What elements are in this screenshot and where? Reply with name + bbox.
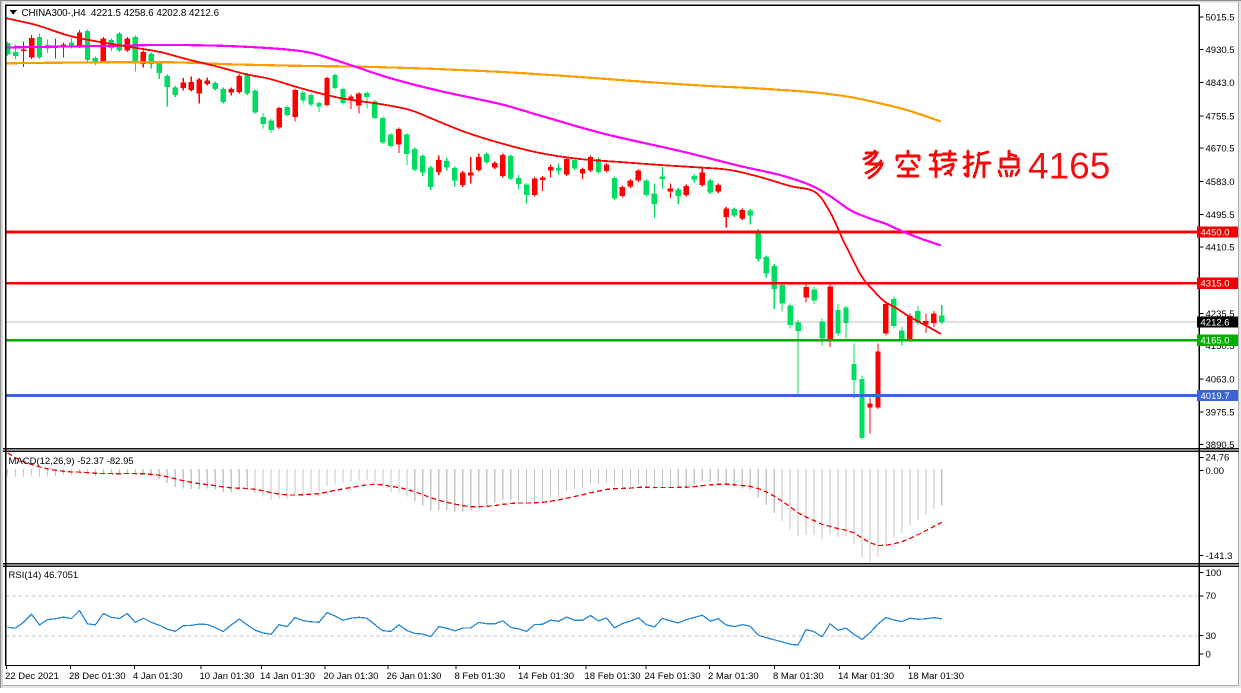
svg-text:18 Mar 01:30: 18 Mar 01:30	[908, 671, 964, 682]
svg-text:0.00: 0.00	[1206, 466, 1225, 477]
svg-text:4410.5: 4410.5	[1206, 242, 1235, 253]
svg-text:CHINA300-,H4: CHINA300-,H4	[22, 8, 87, 19]
svg-text:5015.5: 5015.5	[1206, 13, 1235, 24]
svg-text:14 Mar 01:30: 14 Mar 01:30	[838, 671, 894, 682]
svg-text:4019.7: 4019.7	[1201, 391, 1230, 402]
svg-text:18 Feb 01:30: 18 Feb 01:30	[585, 671, 641, 682]
svg-text:8 Feb 01:30: 8 Feb 01:30	[455, 671, 506, 682]
svg-text:4315.0: 4315.0	[1201, 279, 1230, 290]
svg-text:-141.3: -141.3	[1206, 551, 1233, 562]
svg-text:4495.5: 4495.5	[1206, 210, 1235, 221]
svg-text:8 Mar 01:30: 8 Mar 01:30	[773, 671, 824, 682]
svg-text:14 Feb 01:30: 14 Feb 01:30	[518, 671, 574, 682]
svg-text:4221.5 4258.6 4202.8 4212.6: 4221.5 4258.6 4202.8 4212.6	[91, 8, 220, 19]
svg-text:14 Jan 01:30: 14 Jan 01:30	[260, 671, 315, 682]
svg-text:MACD(12,26,9) -52.37 -82.95: MACD(12,26,9) -52.37 -82.95	[9, 456, 134, 467]
svg-text:4583.0: 4583.0	[1206, 177, 1235, 188]
svg-text:4212.6: 4212.6	[1201, 318, 1230, 329]
svg-text:20 Jan 01:30: 20 Jan 01:30	[324, 671, 379, 682]
svg-text:28 Dec 01:30: 28 Dec 01:30	[69, 671, 126, 682]
svg-text:3975.5: 3975.5	[1206, 408, 1235, 419]
svg-text:4150.5: 4150.5	[1206, 341, 1235, 352]
svg-text:RSI(14) 46.7051: RSI(14) 46.7051	[9, 570, 79, 581]
svg-text:4755.5: 4755.5	[1206, 111, 1235, 122]
svg-text:70: 70	[1206, 591, 1217, 602]
svg-text:10 Jan 01:30: 10 Jan 01:30	[200, 671, 255, 682]
svg-text:4930.5: 4930.5	[1206, 45, 1235, 56]
svg-text:4063.0: 4063.0	[1206, 374, 1235, 385]
svg-text:3890.5: 3890.5	[1206, 440, 1235, 451]
svg-text:4165: 4165	[1028, 146, 1110, 187]
svg-text:4235.5: 4235.5	[1206, 309, 1235, 320]
svg-text:4843.0: 4843.0	[1206, 78, 1235, 89]
svg-text:26 Jan 01:30: 26 Jan 01:30	[387, 671, 442, 682]
svg-text:100: 100	[1206, 568, 1222, 579]
svg-text:4670.5: 4670.5	[1206, 144, 1235, 155]
svg-text:4165.0: 4165.0	[1201, 336, 1230, 347]
svg-text:4450.0: 4450.0	[1201, 227, 1230, 238]
svg-text:4 Jan 01:30: 4 Jan 01:30	[133, 671, 183, 682]
svg-text:24 Feb 01:30: 24 Feb 01:30	[645, 671, 701, 682]
svg-text:22 Dec 2021: 22 Dec 2021	[5, 671, 59, 682]
svg-text:2 Mar 01:30: 2 Mar 01:30	[708, 671, 759, 682]
svg-text:30: 30	[1206, 631, 1217, 642]
svg-text:0: 0	[1206, 650, 1211, 661]
svg-text:24.76: 24.76	[1206, 453, 1230, 464]
